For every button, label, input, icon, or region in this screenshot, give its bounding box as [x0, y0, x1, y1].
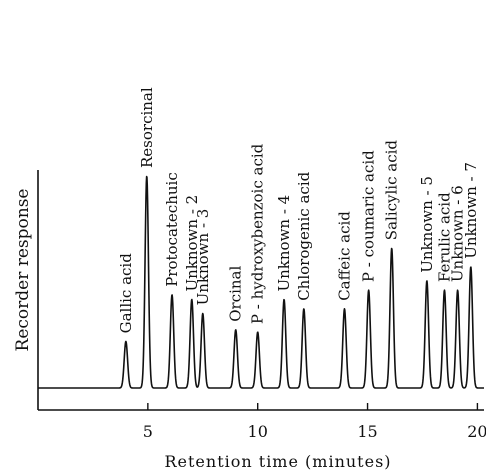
peak-label: Orcinal: [227, 266, 245, 322]
peak-label: Gallic acid: [117, 253, 135, 334]
peak-label: Unknown - 6: [449, 185, 467, 282]
peak-label: Unknown - 7: [462, 162, 480, 259]
peak-label: Unknown - 4: [275, 195, 293, 292]
peak-label: Unknown - 2: [183, 195, 201, 292]
axes: [37, 170, 484, 411]
x-tick-label: 20: [467, 422, 486, 441]
y-axis-label: Recorder response: [13, 189, 33, 352]
peak-label: Protocatechuic: [163, 172, 181, 287]
x-tick-label: 10: [248, 422, 268, 441]
chromatogram-trace: [37, 175, 485, 389]
peak-label: P - coumaric acid: [360, 150, 378, 282]
peak-label: Unknown - 3: [194, 209, 212, 306]
peak-label: Resorcinal: [138, 87, 156, 168]
peak-label: Salicylic acid: [383, 140, 401, 241]
x-tick-label: 5: [143, 422, 153, 441]
peak-label: Unknown - 5: [418, 176, 436, 273]
peak-label: Chlorogenic acid: [295, 171, 313, 300]
x-tick-label: 15: [357, 422, 377, 441]
peak-label: P - hydroxybenzoic acid: [249, 143, 267, 324]
peak-label: Ferulic acid: [436, 192, 454, 282]
x-ticks: 5 10 15 20: [143, 403, 486, 441]
peak-label: Caffeic acid: [336, 211, 354, 301]
x-axis-label: Retention time (minutes): [164, 452, 391, 471]
